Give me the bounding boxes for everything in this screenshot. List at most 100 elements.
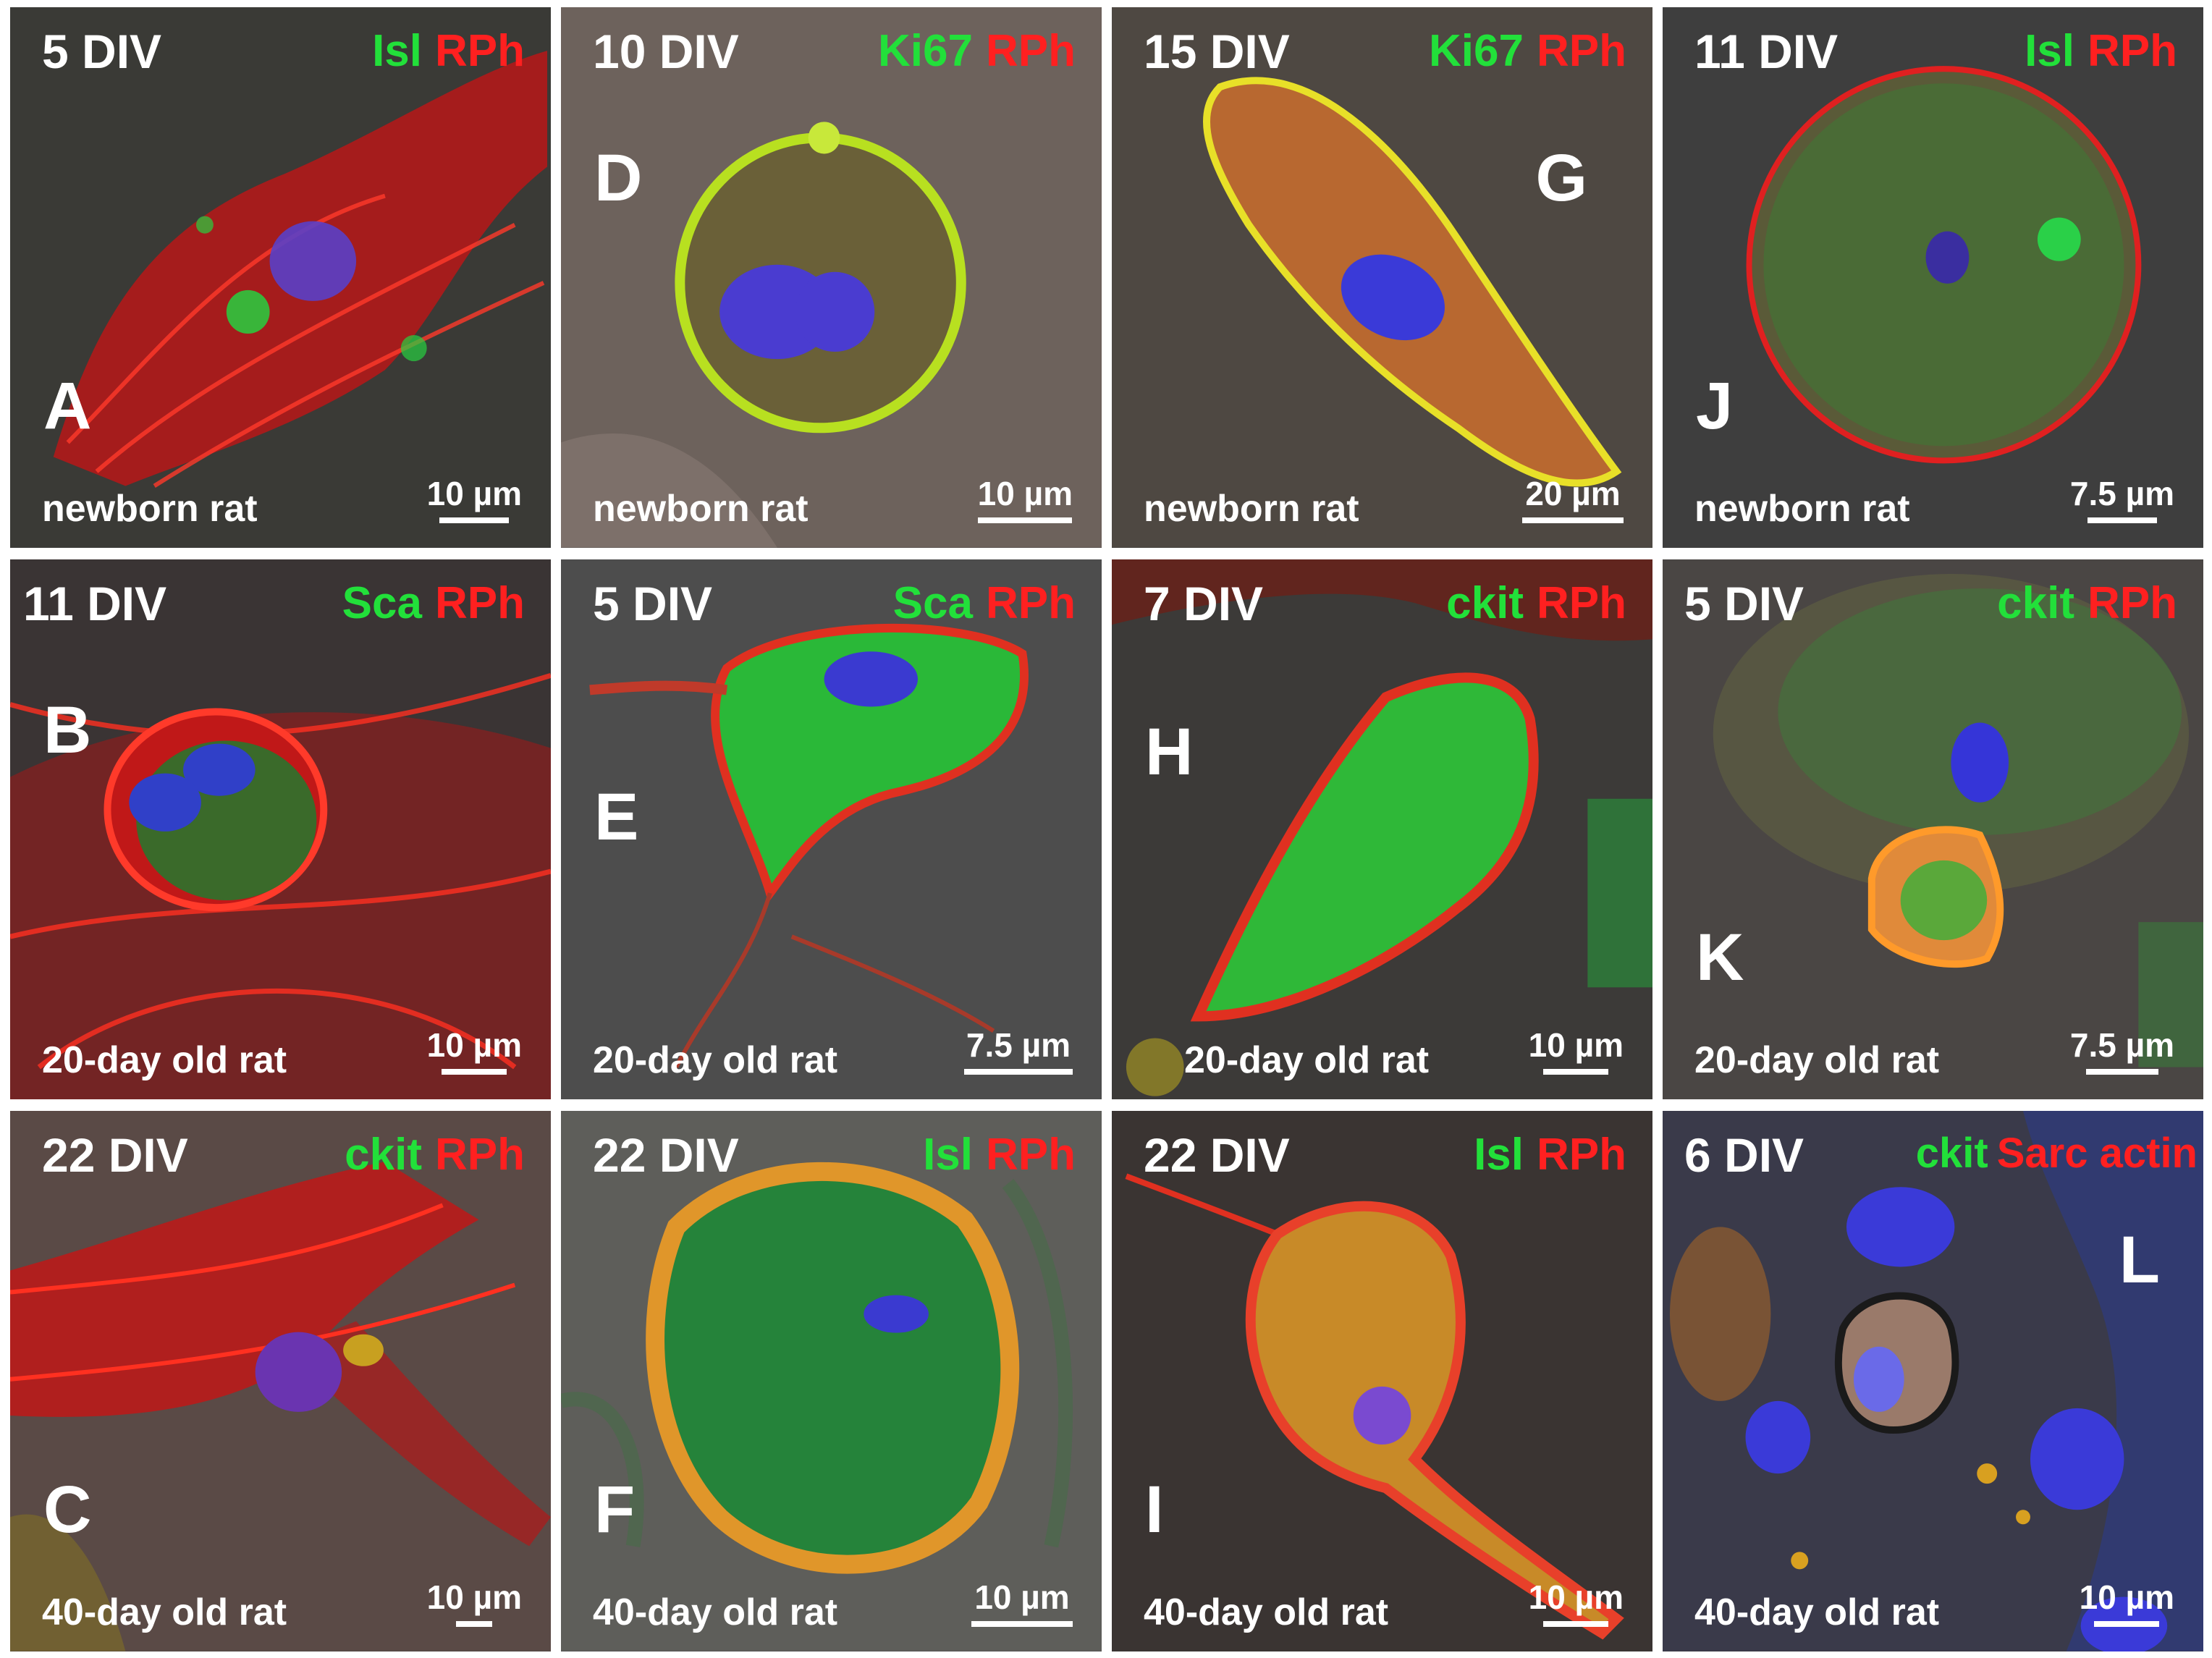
stain-label: ckit Sarc actin xyxy=(1916,1133,2198,1175)
scale-bar: 10 µm xyxy=(427,477,522,523)
marker-red: RPh xyxy=(435,578,525,628)
marker-green: Ki67 xyxy=(878,26,973,76)
panel-b: 11 DIV Sca RPh B 20-day old rat 10 µm xyxy=(10,559,551,1100)
panel-letter: C xyxy=(43,1473,92,1547)
panel-letter: A xyxy=(43,368,92,443)
panel-i: 22 DIV Isl RPh I 40-day old rat 10 µm xyxy=(1112,1111,1652,1651)
stain-label: ckit RPh xyxy=(1997,578,2177,628)
panel-k: 5 DIV ckit RPh K 20-day old rat 7.5 µm xyxy=(1663,559,2203,1100)
scale-bar: 7.5 µm xyxy=(964,1028,1073,1075)
div-label: 7 DIV xyxy=(1144,576,1264,630)
div-label: 11 DIV xyxy=(23,576,167,630)
panel-c: 22 DIV ckit RPh C 40-day old rat 10 µm xyxy=(10,1111,551,1651)
stain-label: Sca RPh xyxy=(342,578,525,628)
animal-label: 40-day old rat xyxy=(1694,1591,1940,1633)
stain-label: Isl RPh xyxy=(372,29,525,74)
marker-green: Isl xyxy=(1474,1130,1524,1180)
marker-red: RPh xyxy=(2088,26,2177,76)
marker-green: ckit xyxy=(1446,578,1524,628)
scale-bar: 7.5 µm xyxy=(2070,1028,2174,1075)
micrograph-f xyxy=(561,1111,1102,1651)
panel-l: 6 DIV ckit Sarc actin L 40-day old rat 10… xyxy=(1663,1111,2203,1651)
scale-bar-line xyxy=(1522,517,1624,523)
micrograph-l xyxy=(1663,1111,2203,1651)
scale-label: 10 µm xyxy=(426,1026,522,1065)
marker-green: Sca xyxy=(342,578,422,628)
marker-red: Sarc actin xyxy=(1996,1130,2198,1177)
div-label: 6 DIV xyxy=(1684,1128,1804,1183)
scale-bar: 7.5 µm xyxy=(2070,477,2174,523)
marker-red: RPh xyxy=(435,26,525,76)
marker-red: RPh xyxy=(435,1130,525,1180)
stain-label: Isl RPh xyxy=(1474,1133,1626,1177)
div-label: 11 DIV xyxy=(1694,25,1839,78)
scale-label: 7.5 µm xyxy=(2069,474,2174,512)
micrograph-j xyxy=(1663,7,2203,548)
stain-label: ckit RPh xyxy=(345,1133,525,1177)
scale-label: 10 µm xyxy=(2079,1578,2174,1616)
scale-label: 10 µm xyxy=(1528,1578,1624,1616)
scale-bar-line xyxy=(456,1621,493,1627)
animal-label: 40-day old rat xyxy=(1144,1591,1389,1633)
stain-label: Isl RPh xyxy=(923,1133,1076,1177)
panel-letter: D xyxy=(594,141,643,215)
scale-bar-line xyxy=(2094,1621,2160,1627)
marker-green: Isl xyxy=(372,26,422,76)
marker-red: RPh xyxy=(986,1130,1076,1180)
panel-letter: G xyxy=(1535,141,1587,215)
div-label: 22 DIV xyxy=(593,1128,739,1183)
scale-label: 10 µm xyxy=(1528,1026,1624,1065)
panel-letter: I xyxy=(1145,1473,1164,1547)
scale-bar-line xyxy=(1543,1069,1609,1075)
animal-label: newborn rat xyxy=(1694,487,1910,530)
panel-letter: E xyxy=(594,779,639,854)
scale-bar-line xyxy=(1543,1621,1609,1627)
marker-red: RPh xyxy=(1537,1130,1626,1180)
micrograph-c xyxy=(10,1111,551,1651)
panel-letter: F xyxy=(594,1473,636,1547)
scale-label: 7.5 µm xyxy=(966,1026,1071,1065)
scale-bar: 10 µm xyxy=(427,1581,522,1627)
marker-green: Isl xyxy=(2025,26,2074,76)
scale-label: 20 µm xyxy=(1525,474,1621,512)
scale-label: 10 µm xyxy=(977,474,1073,512)
div-label: 5 DIV xyxy=(42,25,162,78)
marker-green: ckit xyxy=(1997,578,2074,628)
marker-red: RPh xyxy=(2088,578,2177,628)
scale-bar: 10 µm xyxy=(1529,1581,1624,1627)
panel-a: 5 DIV Isl RPh A newborn rat 10 µm xyxy=(10,7,551,548)
animal-label: 20-day old rat xyxy=(593,1039,838,1082)
marker-red: RPh xyxy=(986,26,1076,76)
panel-j: 11 DIV Isl RPh J newborn rat 7.5 µm xyxy=(1663,7,2203,548)
scale-bar: 10 µm xyxy=(1529,1028,1624,1075)
marker-green: Ki67 xyxy=(1429,26,1524,76)
scale-bar-line xyxy=(442,1069,507,1075)
scale-label: 7.5 µm xyxy=(2069,1026,2174,1065)
animal-label: 40-day old rat xyxy=(593,1591,838,1633)
animal-label: newborn rat xyxy=(42,487,258,530)
scale-bar-line xyxy=(964,1069,1073,1075)
micrograph-grid: 5 DIV Isl RPh A newborn rat 10 µm 10 DIV … xyxy=(10,7,2203,1651)
micrograph-g xyxy=(1112,7,1652,548)
panel-letter: K xyxy=(1696,921,1744,995)
div-label: 22 DIV xyxy=(1144,1128,1290,1183)
panel-letter: J xyxy=(1696,368,1734,443)
animal-label: newborn rat xyxy=(593,487,809,530)
scale-bar-line xyxy=(2085,1069,2158,1075)
div-label: 22 DIV xyxy=(42,1128,188,1183)
stain-label: Ki67 RPh xyxy=(878,29,1076,74)
stain-label: Isl RPh xyxy=(2025,29,2177,74)
marker-green: ckit xyxy=(345,1130,422,1180)
marker-red: RPh xyxy=(1537,578,1626,628)
stain-label: Ki67 RPh xyxy=(1429,29,1626,74)
animal-label: 20-day old rat xyxy=(1694,1039,1940,1082)
micrograph-a xyxy=(10,7,551,548)
scale-bar-line xyxy=(439,517,510,523)
panel-letter: H xyxy=(1145,714,1194,789)
scale-bar: 10 µm xyxy=(978,477,1073,523)
marker-green: Sca xyxy=(892,578,973,628)
animal-label: newborn rat xyxy=(1144,487,1359,530)
micrograph-k xyxy=(1663,559,2203,1100)
marker-red: RPh xyxy=(986,578,1076,628)
scale-bar-line xyxy=(2087,517,2157,523)
